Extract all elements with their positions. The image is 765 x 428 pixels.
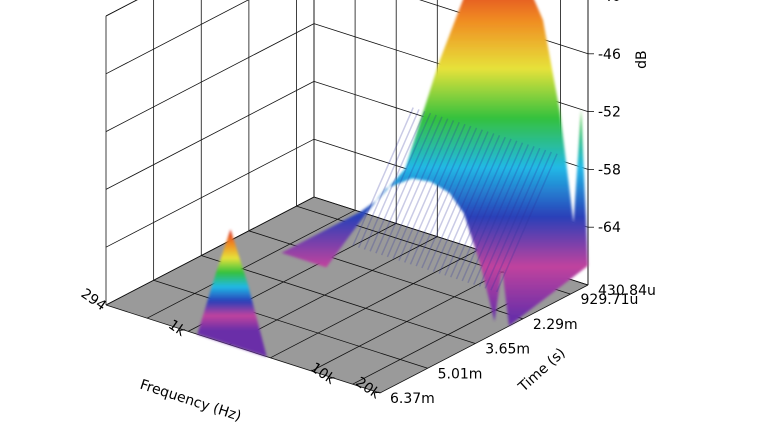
surface-streak xyxy=(386,118,449,258)
x-tick-label: 294 xyxy=(78,286,109,314)
grid-line xyxy=(248,230,524,320)
surface-streak xyxy=(380,116,443,256)
surface-layer xyxy=(197,0,588,357)
surface-streak xyxy=(409,125,472,265)
z-tick-label: -52 xyxy=(598,105,621,121)
grid-line xyxy=(153,279,428,369)
surface-streak xyxy=(432,133,495,272)
grid-line xyxy=(105,0,250,75)
z-tick-label: -46 xyxy=(598,47,621,63)
surface-streak xyxy=(461,142,524,282)
surface-streak xyxy=(403,123,466,263)
surface-streak xyxy=(415,127,478,267)
surface-streak xyxy=(473,146,535,285)
grid-line xyxy=(105,138,315,248)
y-tick-label: 430.84u xyxy=(598,283,656,299)
y-tick-label: 929.71u xyxy=(581,292,639,308)
surface-streak xyxy=(369,112,432,252)
surface-streak xyxy=(357,109,420,248)
z-tick-label: -58 xyxy=(598,162,621,178)
z-tick-label: -64 xyxy=(598,220,621,236)
grid-line xyxy=(229,236,438,345)
surface-streak xyxy=(375,114,437,254)
surface-streak xyxy=(444,136,506,276)
surface-streak xyxy=(490,151,552,291)
grid-line xyxy=(105,81,315,190)
surface-streak xyxy=(467,144,529,284)
y-tick-label: 6.37m xyxy=(390,391,435,407)
surface-streak xyxy=(484,149,547,289)
surface-streak xyxy=(455,140,518,280)
surface-streak xyxy=(450,138,512,278)
grid-line xyxy=(105,0,138,17)
grid-line xyxy=(105,0,138,17)
y-tick-label: 3.65m xyxy=(485,342,530,358)
y-tick-label: 2.29m xyxy=(533,317,578,333)
surface-streak xyxy=(398,122,460,261)
surface-streak xyxy=(352,107,414,247)
grid-line xyxy=(270,249,479,359)
surface-late xyxy=(197,229,267,357)
surface-streak xyxy=(421,129,483,269)
grid-line xyxy=(146,209,356,319)
grid-line xyxy=(105,23,315,132)
surface-streak xyxy=(478,147,541,287)
grid-line xyxy=(105,196,315,306)
z-tick-label: -40 xyxy=(598,0,621,5)
surface-streak xyxy=(438,134,501,274)
surface-main xyxy=(281,0,588,326)
x-axis-title: Frequency (Hz) xyxy=(138,377,243,423)
surface-streak xyxy=(392,120,455,260)
surface-streak xyxy=(496,153,558,293)
grid-line xyxy=(201,255,476,344)
z-axis-title: dB xyxy=(634,50,650,69)
surface-streak xyxy=(426,131,489,271)
y-tick-label: 5.01m xyxy=(438,366,483,382)
grid-line xyxy=(379,284,589,394)
surface-streak xyxy=(363,110,426,250)
